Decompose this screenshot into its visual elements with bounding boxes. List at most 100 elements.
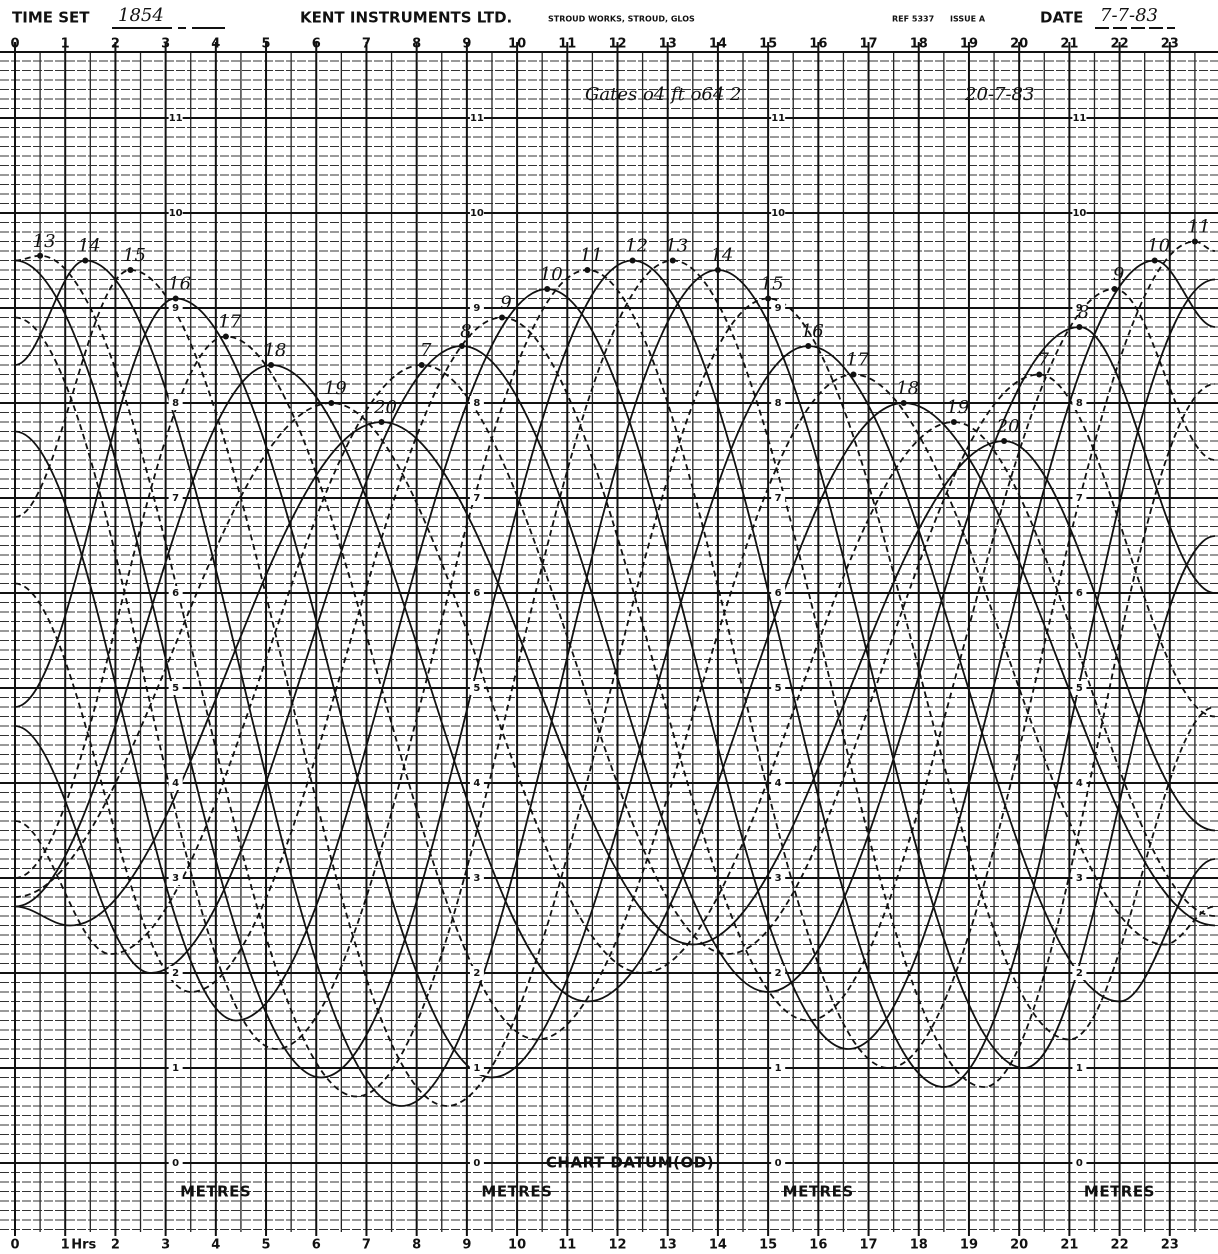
series-label: 18 (896, 378, 919, 399)
end-date: 20-7-83 (964, 84, 1034, 105)
high-water-dot (1076, 324, 1082, 330)
high-water-dot (379, 419, 385, 425)
x-tick-label: 17 (859, 1238, 877, 1253)
y-tick-label: 0 (1076, 1158, 1083, 1169)
y-tick-label: 2 (775, 968, 782, 979)
y-tick-label: 10 (470, 208, 484, 219)
series-label: 7 (420, 340, 432, 361)
high-water-dot (37, 253, 43, 259)
y-tick-label: 5 (1076, 683, 1083, 694)
y-tick-label: 8 (473, 398, 480, 409)
x-tick-label: 12 (608, 1238, 626, 1253)
y-axis-label: METRES (783, 1183, 854, 1201)
x-tick-label: 10 (508, 37, 526, 52)
y-tick-label: 4 (1076, 778, 1083, 789)
note: Gates o4 ft o64 2 (585, 84, 742, 105)
x-tick-label: 5 (262, 1238, 271, 1253)
x-tick-label: 4 (211, 1238, 220, 1253)
series-label: 11 (580, 245, 603, 266)
high-water-dot (173, 296, 179, 302)
high-water-dot (82, 258, 88, 264)
y-tick-label: 9 (473, 303, 480, 314)
date-label: DATE (1040, 9, 1083, 27)
x-tick-label: 18 (910, 37, 928, 52)
ref: REF 5337 (892, 15, 934, 24)
x-tick-label: 11 (558, 1238, 576, 1253)
series-label: 15 (123, 245, 146, 266)
x-tick-label: 12 (608, 37, 626, 52)
x-tick-label: 7 (362, 1238, 371, 1253)
y-tick-label: 4 (473, 778, 480, 789)
x-tick-label: 1 (61, 1238, 70, 1253)
y-tick-label: 3 (473, 873, 480, 884)
series-label: 12 (625, 236, 648, 257)
series-label: 8 (1078, 302, 1089, 323)
y-tick-label: 2 (172, 968, 179, 979)
paper (0, 0, 1218, 1254)
y-tick-label: 3 (1076, 873, 1083, 884)
y-tick-label: 7 (775, 493, 782, 504)
high-water-dot (328, 400, 334, 406)
series-label: 16 (168, 274, 191, 295)
datum-label: CHART DATUM(OD) (546, 1154, 714, 1172)
y-tick-label: 2 (1076, 968, 1083, 979)
x-tick-label: 17 (859, 37, 877, 52)
high-water-dot (459, 343, 465, 349)
series-label: 10 (1147, 236, 1170, 257)
address: STROUD WORKS, STROUD, GLOS (548, 15, 695, 24)
y-tick-label: 11 (169, 113, 183, 124)
x-tick-label: 22 (1111, 1238, 1129, 1253)
y-tick-label: 7 (473, 493, 480, 504)
y-tick-label: 11 (470, 113, 484, 124)
x-tick-label: 9 (462, 1238, 471, 1253)
y-tick-label: 6 (473, 588, 480, 599)
high-water-dot (850, 372, 856, 378)
time-set: 1854 (118, 5, 164, 26)
series-label: 15 (761, 274, 784, 295)
y-tick-label: 0 (473, 1158, 480, 1169)
y-tick-label: 1 (775, 1063, 782, 1074)
x-tick-label: 20 (1010, 37, 1028, 52)
x-tick-label: 18 (910, 1238, 928, 1253)
x-tick-label: 19 (960, 1238, 978, 1253)
high-water-dot (584, 267, 590, 273)
x-tick-label: 6 (312, 1238, 321, 1253)
y-tick-label: 11 (771, 113, 785, 124)
y-tick-label: 7 (172, 493, 179, 504)
x-tick-label: 2 (111, 37, 120, 52)
series-label: 19 (324, 378, 347, 399)
x-tick-label: 3 (161, 1238, 170, 1253)
high-water-dot (1152, 258, 1158, 264)
time-set-label: TIME SET (12, 9, 90, 27)
x-tick-label: 1 (61, 37, 70, 52)
series-label: 17 (846, 350, 869, 371)
high-water-dot (223, 334, 229, 340)
x-tick-label: 16 (809, 37, 827, 52)
x-tick-label: 10 (508, 1238, 526, 1253)
series-label: 20 (373, 397, 397, 418)
series-label: 9 (500, 293, 511, 314)
x-tick-label: 22 (1111, 37, 1129, 52)
x-tick-label: 8 (412, 1238, 421, 1253)
high-water-dot (499, 315, 505, 321)
series-label: 18 (264, 340, 287, 361)
y-tick-label: 10 (169, 208, 183, 219)
y-tick-label: 0 (172, 1158, 179, 1169)
y-tick-label: 3 (775, 873, 782, 884)
series-label: 7 (1038, 350, 1050, 371)
issue: ISSUE A (950, 15, 986, 24)
y-tick-label: 10 (771, 208, 785, 219)
y-tick-label: 6 (775, 588, 782, 599)
x-tick-label: 8 (412, 37, 421, 52)
x-tick-label: 6 (312, 37, 321, 52)
high-water-dot (419, 362, 425, 368)
y-tick-label: 1 (473, 1063, 480, 1074)
y-tick-label: 2 (473, 968, 480, 979)
x-tick-label: 2 (111, 1238, 120, 1253)
x-tick-label: 5 (262, 37, 271, 52)
high-water-dot (670, 258, 676, 264)
high-water-dot (630, 258, 636, 264)
x-tick-label: 23 (1161, 37, 1179, 52)
high-water-dot (951, 419, 957, 425)
high-water-dot (544, 286, 550, 292)
